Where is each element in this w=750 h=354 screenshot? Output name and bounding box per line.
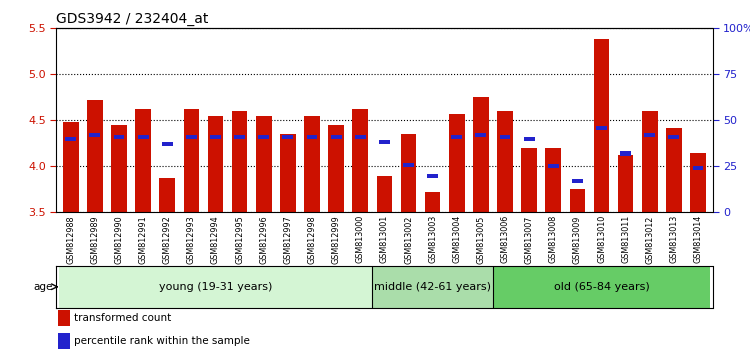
Text: middle (42-61 years): middle (42-61 years) (374, 282, 491, 292)
Bar (644, 133, 656, 137)
Text: old (65-84 years): old (65-84 years) (554, 282, 650, 292)
Bar (58, 266, 372, 308)
Bar (307, 135, 317, 139)
Bar (521, 148, 537, 212)
Bar (87, 100, 103, 212)
Bar (618, 155, 634, 212)
Bar (160, 178, 175, 212)
Text: percentile rank within the sample: percentile rank within the sample (74, 336, 250, 346)
Bar (596, 126, 607, 130)
Bar (184, 109, 200, 212)
Bar (138, 135, 148, 139)
Bar (449, 114, 464, 212)
Bar (111, 125, 127, 212)
Bar (208, 116, 224, 212)
Bar (476, 133, 486, 137)
Bar (162, 142, 172, 146)
Bar (283, 135, 293, 139)
Bar (493, 266, 710, 308)
Bar (379, 141, 390, 144)
Bar (545, 148, 561, 212)
Bar (548, 164, 559, 169)
Text: age: age (33, 282, 53, 292)
Bar (328, 125, 344, 212)
Bar (234, 135, 245, 139)
Bar (424, 192, 440, 212)
Bar (135, 109, 151, 212)
Bar (403, 162, 414, 167)
Bar (186, 135, 196, 139)
Text: transformed count: transformed count (74, 313, 172, 323)
Bar (452, 135, 462, 139)
Bar (569, 189, 585, 212)
Bar (497, 111, 513, 212)
Bar (63, 122, 79, 212)
Bar (372, 266, 493, 308)
Bar (620, 152, 631, 155)
Bar (304, 116, 320, 212)
Text: young (19-31 years): young (19-31 years) (159, 282, 272, 292)
Bar (58, 310, 70, 326)
Bar (524, 137, 535, 141)
Bar (473, 97, 489, 212)
Bar (690, 153, 706, 212)
Bar (331, 135, 341, 139)
Text: GDS3942 / 232404_at: GDS3942 / 232404_at (56, 12, 208, 26)
Bar (258, 135, 269, 139)
Bar (352, 109, 368, 212)
Bar (232, 111, 248, 212)
Bar (666, 128, 682, 212)
Bar (65, 137, 76, 141)
Bar (427, 173, 438, 178)
Bar (572, 179, 583, 183)
Bar (668, 135, 680, 139)
Bar (280, 134, 296, 212)
Bar (376, 176, 392, 212)
Bar (113, 135, 125, 139)
Bar (500, 135, 511, 139)
Bar (692, 166, 703, 170)
Bar (89, 133, 101, 137)
Bar (256, 116, 272, 212)
Bar (400, 134, 416, 212)
Bar (355, 135, 366, 139)
Bar (642, 111, 658, 212)
Bar (58, 333, 70, 349)
Bar (210, 135, 221, 139)
Bar (594, 39, 609, 212)
